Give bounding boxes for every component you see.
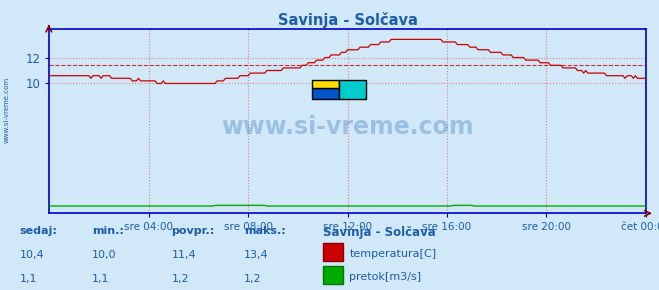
Text: 10,4: 10,4	[20, 250, 44, 260]
Text: 1,1: 1,1	[20, 274, 38, 284]
Text: 1,2: 1,2	[171, 274, 189, 284]
FancyBboxPatch shape	[312, 88, 339, 99]
Text: Savinja - Solčava: Savinja - Solčava	[323, 226, 436, 239]
FancyBboxPatch shape	[312, 80, 339, 88]
Text: maks.:: maks.:	[244, 226, 285, 236]
Text: 13,4: 13,4	[244, 250, 268, 260]
Text: 1,1: 1,1	[92, 274, 110, 284]
Text: sedaj:: sedaj:	[20, 226, 57, 236]
Text: 1,2: 1,2	[244, 274, 262, 284]
Text: www.si-vreme.com: www.si-vreme.com	[3, 77, 10, 143]
FancyBboxPatch shape	[339, 80, 366, 99]
FancyBboxPatch shape	[323, 243, 343, 261]
Text: min.:: min.:	[92, 226, 124, 236]
Text: pretok[m3/s]: pretok[m3/s]	[349, 272, 421, 282]
FancyBboxPatch shape	[323, 266, 343, 284]
Text: povpr.:: povpr.:	[171, 226, 215, 236]
Text: temperatura[C]: temperatura[C]	[349, 249, 436, 259]
Text: 10,0: 10,0	[92, 250, 117, 260]
Title: Savinja - Solčava: Savinja - Solčava	[277, 12, 418, 28]
Text: www.si-vreme.com: www.si-vreme.com	[221, 115, 474, 139]
Text: 11,4: 11,4	[171, 250, 196, 260]
